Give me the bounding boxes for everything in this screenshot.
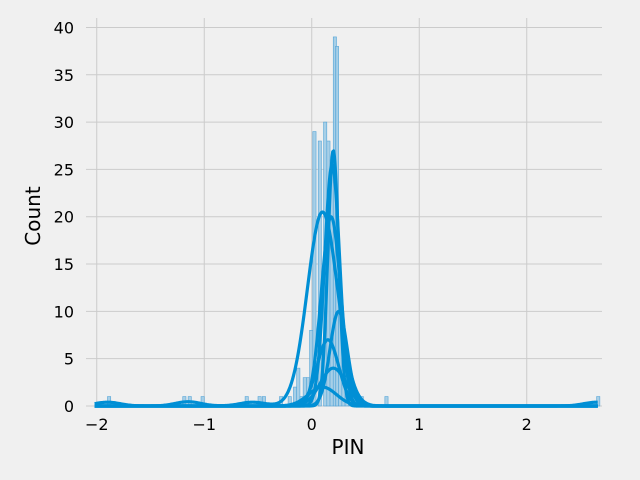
y-tick-label-8: 40 <box>54 18 74 37</box>
x-axis-label: PIN <box>332 435 365 459</box>
x-tick-labels: −2 −1 0 1 2 <box>85 415 532 434</box>
kde-curve-2 <box>93 163 599 408</box>
y-tick-label-3: 15 <box>54 255 74 274</box>
y-axis-label: Count <box>21 186 45 246</box>
y-tick-label-7: 35 <box>54 66 74 85</box>
kde-curves <box>93 149 599 408</box>
y-tick-label-4: 20 <box>54 208 74 227</box>
x-tick-label-1: −1 <box>192 415 216 434</box>
x-tick-label-3: 1 <box>414 415 424 434</box>
y-tick-labels: 0 5 10 15 20 25 30 35 40 <box>54 18 74 416</box>
kde-curve-7 <box>93 385 599 408</box>
x-tick-label-2: 0 <box>307 415 317 434</box>
y-tick-label-5: 25 <box>54 160 74 179</box>
histogram-bars <box>107 36 601 407</box>
y-tick-label-2: 10 <box>54 302 74 321</box>
y-tick-label-0: 0 <box>64 397 74 416</box>
y-tick-label-6: 30 <box>54 113 74 132</box>
y-tick-label-1: 5 <box>64 350 74 369</box>
x-tick-label-0: −2 <box>85 415 109 434</box>
x-tick-label-4: 2 <box>522 415 532 434</box>
